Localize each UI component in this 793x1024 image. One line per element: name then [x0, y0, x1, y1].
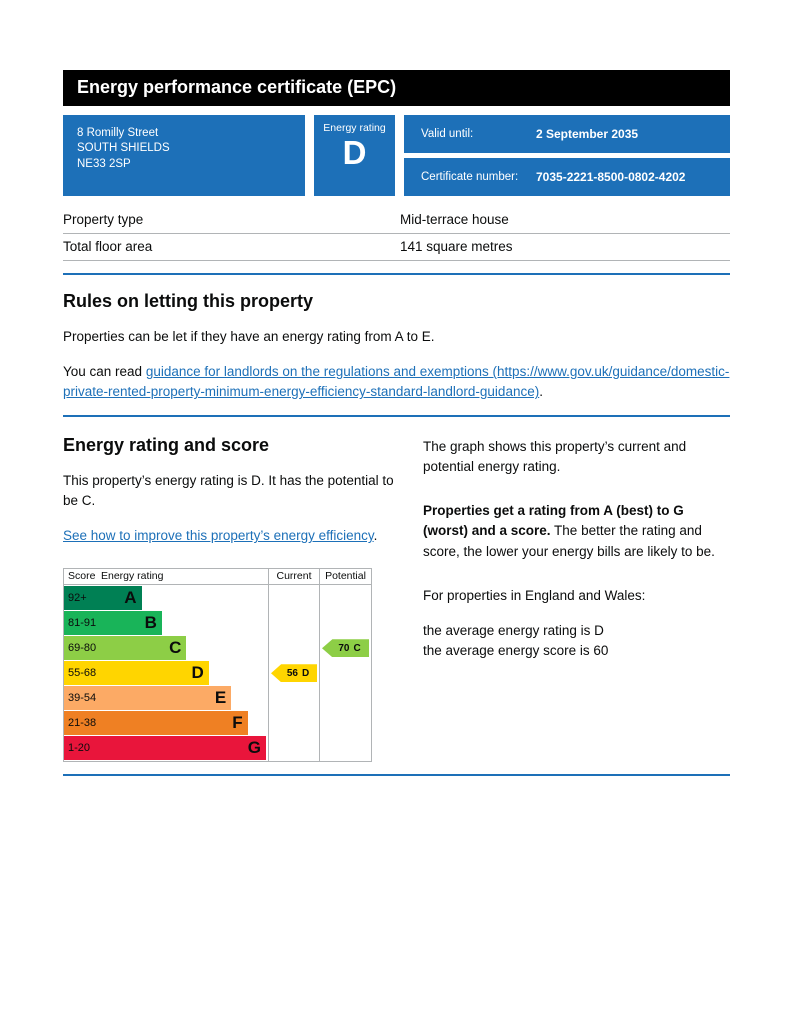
current-rating-arrow: 56 D — [271, 664, 317, 683]
epc-band-D: 55-68 D — [64, 661, 268, 686]
section-divider — [63, 774, 730, 777]
epc-rating-chart: Score Energy rating Current Potential 92… — [63, 568, 372, 763]
epc-potential-column: 70 C — [319, 585, 371, 762]
epc-band-score-range: 21-38 — [68, 717, 97, 730]
letting-rule-paragraph: Properties can be let if they have an en… — [63, 328, 435, 344]
average-rating-line: the average energy rating is D — [423, 623, 604, 639]
address-line-3: NE33 2SP — [77, 157, 131, 170]
epc-band-F: 21-38 F — [64, 711, 268, 736]
epc-band-letter: E — [214, 688, 227, 708]
improve-link-suffix: . — [373, 528, 378, 544]
valid-until-value: 2 September 2035 — [536, 126, 639, 141]
property-address-box: 8 Romilly Street SOUTH SHIELDS NE33 2SP — [63, 114, 305, 196]
epc-band-score-range: 1-20 — [68, 742, 91, 755]
valid-until-label: Valid until: — [421, 127, 474, 140]
landlord-guidance-link[interactable]: guidance for landlords on the regulation… — [63, 364, 730, 400]
letting-guidance-paragraph: You can read guidance for landlords on t… — [63, 362, 730, 403]
epc-band-score-range: 69-80 — [68, 642, 97, 655]
average-score-line: the average energy score is 60 — [423, 643, 609, 659]
epc-chart-header: Score Energy rating Current Potential — [64, 569, 371, 586]
energy-rating-box: Energy rating D — [314, 114, 395, 196]
energy-rating-section: Energy rating and score This property’s … — [63, 435, 730, 763]
potential-rating-arrow: 70 C — [322, 639, 369, 658]
chart-rating-header: Energy rating — [101, 570, 164, 583]
letting-guidance-suffix: . — [539, 384, 543, 400]
address-line-2: SOUTH SHIELDS — [77, 142, 170, 155]
rating-scale-bold: Properties get a rating from A (best) to… — [423, 503, 684, 539]
certificate-title-bar: Energy performance certificate (EPC) — [63, 70, 730, 106]
england-wales-paragraph: For properties in England and Wales: — [423, 587, 646, 603]
letting-guidance-prefix: You can read — [63, 364, 146, 380]
epc-current-column: 56 D — [268, 585, 319, 762]
rules-on-letting-section: Rules on letting this property Propertie… — [63, 291, 730, 403]
epc-document: Energy performance certificate (EPC) 8 R… — [63, 70, 730, 777]
epc-band-C: 69-80 C — [64, 636, 268, 661]
epc-band-letter: C — [169, 638, 182, 658]
epc-band-letter: A — [124, 588, 137, 608]
section-divider — [63, 272, 730, 275]
rating-scale-rest: The better the rating and score, the low… — [423, 523, 715, 559]
property-type-value: Mid-terrace house — [400, 211, 509, 227]
energy-rating-left-column: Energy rating and score This property’s … — [63, 435, 403, 763]
epc-chart-bands: 92+ A 81-91 B 69-80 C 55-68 D 39-54 E 21-38 F 1-20 G — [64, 585, 268, 761]
epc-band-score-range: 39-54 — [68, 692, 97, 705]
epc-band-letter: G — [247, 738, 261, 758]
epc-band-G: 1-20 G — [64, 736, 268, 761]
certificate-number-value: 7035-2221-8500-0802-4202 — [536, 169, 686, 184]
rating-scale-paragraph: Properties get a rating from A (best) to… — [423, 501, 730, 562]
energy-rating-label: Energy rating — [323, 121, 386, 134]
property-type-label: Property type — [63, 211, 144, 227]
improve-efficiency-link[interactable]: See how to improve this property’s energ… — [63, 528, 374, 544]
chart-potential-header: Potential — [319, 569, 371, 585]
certificate-summary: 8 Romilly Street SOUTH SHIELDS NE33 2SP … — [63, 114, 730, 196]
certificate-title: Energy performance certificate (EPC) — [77, 77, 397, 97]
epc-band-letter: F — [232, 713, 243, 733]
energy-rating-heading: Energy rating and score — [63, 434, 270, 455]
epc-band-score-range: 55-68 — [68, 667, 97, 680]
epc-band-score-range: 81-91 — [68, 617, 97, 630]
total-floor-area-label: Total floor area — [63, 238, 153, 254]
averages-paragraph: the average energy rating is D the avera… — [423, 621, 730, 662]
epc-band-score-range: 92+ — [68, 592, 87, 605]
energy-rating-right-column: The graph shows this property’s current … — [423, 435, 730, 763]
certificate-number-label: Certificate number: — [421, 170, 519, 183]
epc-band-A: 92+ A — [64, 586, 268, 611]
epc-band-E: 39-54 E — [64, 686, 268, 711]
section-divider — [63, 414, 730, 417]
epc-chart-body: 92+ A 81-91 B 69-80 C 55-68 D 39-54 E 21-38 F 1-20 G … — [64, 585, 371, 762]
rules-heading: Rules on letting this property — [63, 290, 314, 311]
graph-explainer-paragraph: The graph shows this property’s current … — [423, 438, 687, 474]
epc-band-B: 81-91 B — [64, 611, 268, 636]
table-row-property-type: Property type Mid-terrace house — [63, 207, 730, 234]
address-line-1: 8 Romilly Street — [77, 126, 159, 139]
total-floor-area-value: 141 square metres — [400, 238, 513, 254]
chart-current-header: Current — [268, 569, 319, 585]
epc-band-letter: B — [144, 613, 157, 633]
table-row-total-floor-area: Total floor area 141 square metres — [63, 234, 730, 261]
valid-until-box: Valid until: 2 September 2035 — [404, 114, 730, 153]
property-details-table: Property type Mid-terrace house Total fl… — [63, 207, 730, 261]
epc-band-letter: D — [191, 663, 204, 683]
certificate-meta-boxes: Valid until: 2 September 2035 Certificat… — [404, 114, 730, 196]
chart-score-header: Score — [68, 570, 96, 583]
energy-rating-letter: D — [342, 133, 367, 171]
certificate-number-box: Certificate number: 7035-2221-8500-0802-… — [404, 157, 730, 196]
improve-paragraph: See how to improve this property’s energ… — [63, 526, 403, 546]
rating-summary-paragraph: This property’s energy rating is D. It h… — [63, 472, 394, 508]
